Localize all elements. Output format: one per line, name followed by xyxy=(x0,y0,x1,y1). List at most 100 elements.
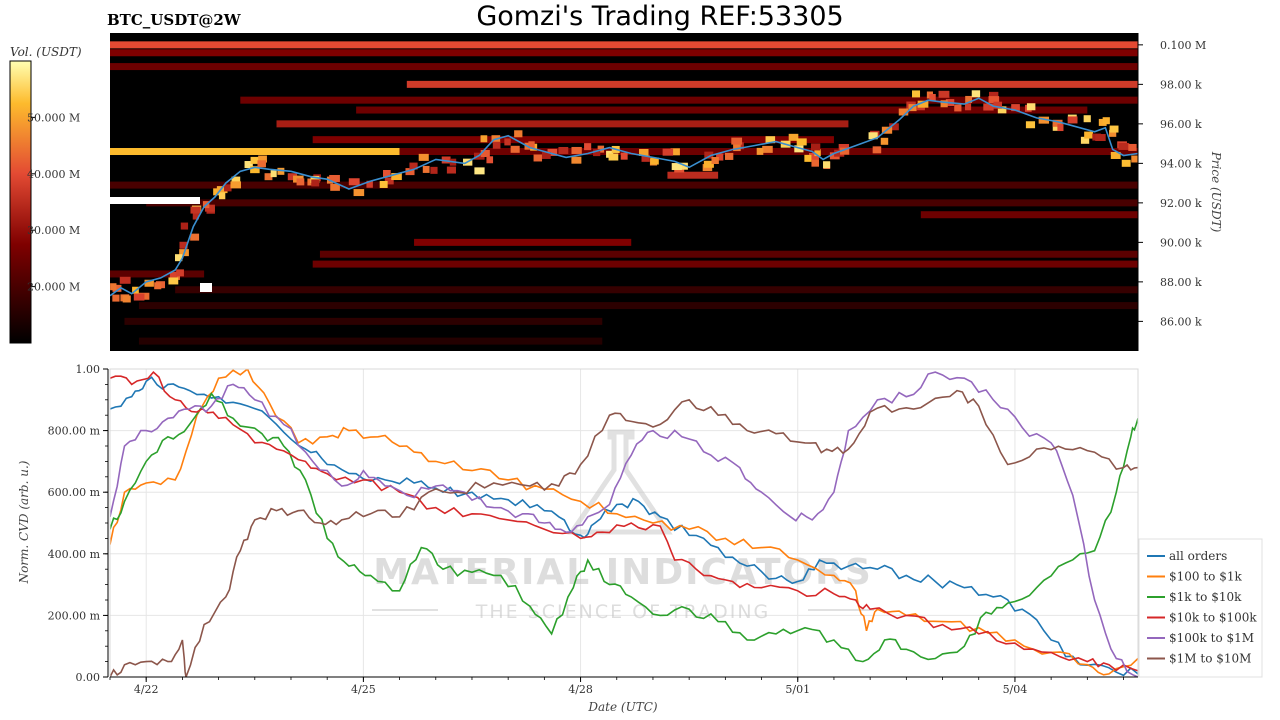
heatmap-cell xyxy=(1038,116,1050,124)
heatmap-cell xyxy=(133,293,145,301)
price-tick-label: 0.100 M xyxy=(1160,39,1206,52)
price-tick-label: 88.00 k xyxy=(1160,276,1202,289)
heatmap-cell xyxy=(716,153,724,161)
heatmap-cell xyxy=(533,154,543,162)
heatmap-cell xyxy=(1084,131,1094,139)
heatmap-cell xyxy=(1067,116,1078,124)
series-line xyxy=(110,370,1138,672)
heatmap-cell xyxy=(264,173,273,181)
heatmap-cell xyxy=(641,154,650,162)
heatmap-cell xyxy=(608,153,619,161)
heatmap-cell xyxy=(650,157,659,165)
heatmap-band xyxy=(920,211,1138,219)
heatmap-band xyxy=(414,238,632,246)
colorbar-label: Vol. (USDT) xyxy=(10,45,82,59)
colorbar-tick-label: 30.000 M xyxy=(27,224,80,237)
heatmap-cell xyxy=(662,148,674,156)
heatmap-cell xyxy=(231,176,241,184)
heatmap-cell xyxy=(810,143,821,151)
heatmap-cell xyxy=(1108,129,1117,137)
heatmap-cell xyxy=(168,277,179,285)
heatmap-cell xyxy=(190,206,201,214)
heatmap-cell xyxy=(112,284,122,292)
heatmap-cell xyxy=(711,156,719,164)
heatmap-cell xyxy=(965,95,973,103)
heatmap-cell xyxy=(571,146,582,154)
price-tick-label: 92.00 k xyxy=(1160,197,1202,210)
heatmap-cell xyxy=(1083,115,1091,123)
heatmap-band xyxy=(138,302,1138,310)
heatmap-band xyxy=(110,270,205,278)
watermark-subtitle: THE SCIENCE OF TRADING xyxy=(475,601,771,623)
heatmap-cell xyxy=(940,100,948,108)
series-line xyxy=(110,376,1138,677)
heatmap-cell xyxy=(1110,151,1121,159)
watermark-title: MATERIAL INDICATORS xyxy=(373,552,873,593)
colorbar-ticks: 50.000 M 40.000 M 30.000 M 20.000 M xyxy=(27,111,80,293)
heatmap-cell xyxy=(250,166,260,174)
heatmap-cell xyxy=(430,166,438,174)
heatmap-cell xyxy=(988,96,1000,104)
x-tick-label: 4/25 xyxy=(351,683,376,696)
heatmap-cell xyxy=(1121,159,1131,167)
heatmap-cell xyxy=(230,181,241,189)
heatmap-cell xyxy=(296,178,305,186)
heatmap-cell xyxy=(872,146,882,154)
heatmap-cell xyxy=(794,145,804,153)
cvd-x-ticks: 4/22 4/25 4/28 5/01 5/04 xyxy=(109,677,1124,696)
heatmap-cell xyxy=(670,148,680,156)
series-line xyxy=(110,392,1138,663)
heatmap-cell xyxy=(677,162,688,170)
heatmap-band xyxy=(406,80,1138,88)
heatmap-cell xyxy=(704,151,714,159)
price-tick-label: 98.00 k xyxy=(1160,78,1202,91)
heatmap-cell xyxy=(788,133,799,141)
heatmap-cell xyxy=(912,90,921,98)
heatmap-cell xyxy=(1102,117,1110,125)
heatmap-cell xyxy=(492,141,501,149)
heatmap-cell xyxy=(244,161,253,169)
heatmap-cell xyxy=(756,147,764,155)
heatmap-band xyxy=(319,250,1138,258)
heatmap-cell xyxy=(868,132,878,140)
legend-label: all orders xyxy=(1169,549,1227,563)
heatmap-cell xyxy=(250,156,260,164)
heatmap-cell xyxy=(808,152,819,160)
heatmap-band xyxy=(124,317,603,325)
heatmap-cell xyxy=(480,135,488,143)
price-axis-ticks: 0.100 M 98.00 k 96.00 k 94.00 k 92.00 k 90.00… xyxy=(1138,39,1206,328)
heatmap-band xyxy=(312,260,1138,268)
heatmap-cell xyxy=(474,167,485,175)
heatmap-cell xyxy=(1128,143,1137,151)
heatmap-cell xyxy=(814,149,821,157)
heatmap-cell xyxy=(179,241,188,249)
heatmap-cell xyxy=(405,168,415,176)
heatmap-band xyxy=(110,63,1138,71)
heatmap-cell xyxy=(122,295,131,303)
x-tick-label: 4/28 xyxy=(568,683,593,696)
heatmap-cell xyxy=(277,167,285,175)
heatmap-cell xyxy=(218,192,226,200)
heatmap-cell xyxy=(486,156,494,164)
heatmap-cell xyxy=(110,283,117,291)
chart-title: Gomzi's Trading REF:53305 xyxy=(476,1,843,32)
heatmap-cell xyxy=(329,174,340,182)
colorbar-tick-label: 20.000 M xyxy=(27,281,80,294)
heatmap-cell xyxy=(811,159,819,167)
heatmap-cell xyxy=(671,163,682,171)
heatmap-cell xyxy=(724,152,734,160)
price-axis-label: Price (USDT) xyxy=(1209,151,1223,233)
heatmap-cell xyxy=(144,279,154,287)
heatmap-cell xyxy=(954,104,962,112)
heatmap-cell xyxy=(993,101,1003,109)
heatmap-cell xyxy=(823,161,831,169)
heatmap-cell xyxy=(620,152,628,160)
watermark: MATERIAL INDICATORS THE SCIENCE OF TRADI… xyxy=(372,429,874,623)
heatmap-cell xyxy=(733,144,741,152)
heatmap-band xyxy=(138,337,603,345)
x-tick-label: 5/04 xyxy=(1003,683,1028,696)
colorbar xyxy=(9,60,32,344)
heatmap-cell xyxy=(898,108,909,116)
legend-label: $100k to $1M xyxy=(1169,631,1254,645)
